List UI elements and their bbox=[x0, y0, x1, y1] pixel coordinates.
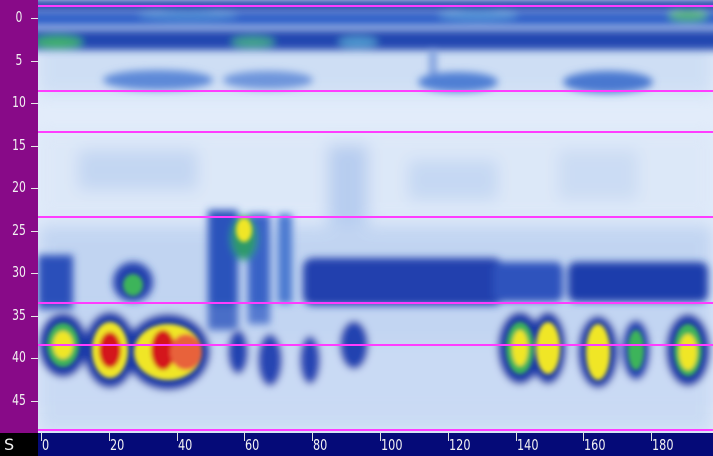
distance-tick bbox=[108, 433, 110, 441]
distance-tick-label: 60 bbox=[245, 436, 260, 454]
depth-tick bbox=[31, 358, 38, 359]
distance-tick bbox=[380, 433, 381, 441]
distance-tick bbox=[176, 433, 178, 441]
distance-tick bbox=[447, 433, 449, 441]
depth-tick bbox=[31, 230, 38, 232]
depth-tick-label: 35 bbox=[12, 305, 26, 324]
distance-tick bbox=[244, 433, 246, 441]
depth-tick bbox=[31, 18, 38, 19]
depth-tick bbox=[31, 145, 38, 147]
distance-tick-label: 80 bbox=[313, 436, 328, 454]
distance-tick-label: 0 bbox=[42, 436, 50, 454]
distance-tick bbox=[41, 433, 42, 441]
distance-tick bbox=[583, 433, 585, 441]
distance-tick bbox=[515, 433, 517, 441]
depth-axis: 0 5 10 15 20 25 30 35 40 45 bbox=[0, 0, 38, 433]
distance-axis: 0 20 40 60 80 100 120 140 160 180 bbox=[0, 433, 713, 456]
depth-tick bbox=[31, 188, 38, 189]
depth-tick-label: 15 bbox=[12, 135, 26, 154]
depth-tick bbox=[31, 400, 38, 402]
scan-plot bbox=[38, 0, 713, 433]
depth-tick bbox=[31, 273, 38, 274]
depth-tick-label: 25 bbox=[12, 220, 26, 239]
distance-tick-label: 140 bbox=[516, 436, 539, 454]
depth-tick bbox=[31, 60, 38, 62]
distance-tick-label: 20 bbox=[109, 436, 125, 454]
depth-tick bbox=[31, 103, 38, 104]
depth-tick-label: 20 bbox=[12, 178, 26, 196]
scan-image bbox=[38, 0, 713, 433]
depth-tick bbox=[31, 315, 38, 317]
distance-tick bbox=[312, 433, 314, 441]
depth-tick-label: 40 bbox=[12, 348, 26, 366]
depth-tick-label: 5 bbox=[15, 50, 23, 69]
distance-tick-label: 40 bbox=[177, 436, 192, 454]
distance-tick-label: 100 bbox=[381, 436, 403, 454]
depth-tick-label: 30 bbox=[12, 263, 26, 281]
depth-tick-label: 45 bbox=[12, 390, 26, 409]
depth-tick-label: 10 bbox=[12, 93, 26, 111]
distance-tick-label: 180 bbox=[652, 436, 674, 454]
distance-axis-corner-label: S bbox=[0, 433, 38, 456]
distance-tick bbox=[651, 433, 653, 441]
distance-tick-label: 120 bbox=[448, 436, 471, 454]
depth-tick-label: 0 bbox=[15, 8, 23, 26]
distance-tick-label: 160 bbox=[584, 436, 606, 454]
